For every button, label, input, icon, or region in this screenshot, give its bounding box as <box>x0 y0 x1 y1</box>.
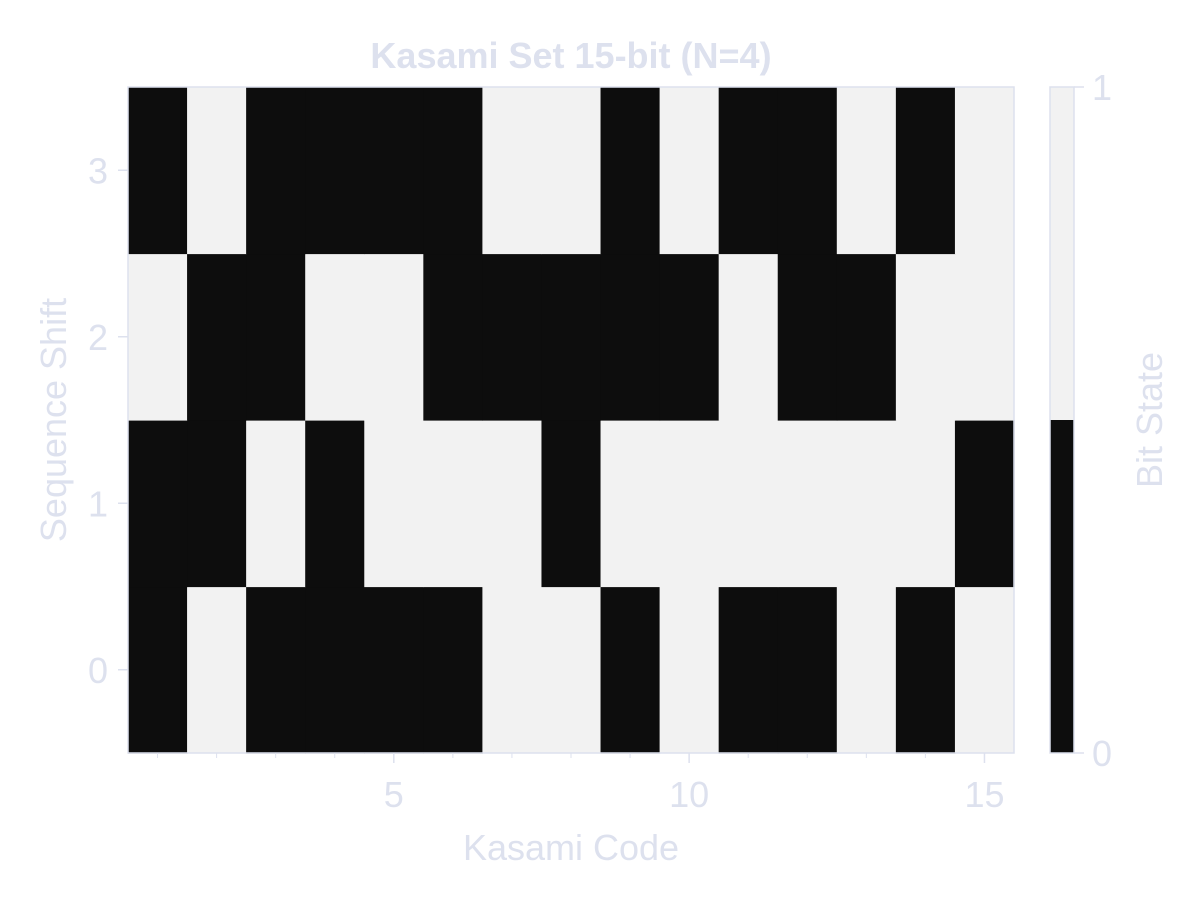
heatmap-cell-9-3 <box>600 87 661 255</box>
heatmap-cell-4-1 <box>305 420 365 588</box>
heatmap-cell-5-3 <box>364 87 424 255</box>
chart-title: Kasami Set 15-bit (N=4) <box>370 35 771 76</box>
y-tick-label: 1 <box>88 483 108 524</box>
heatmap-cell-4-2 <box>305 253 365 421</box>
heatmap-cell-11-1 <box>718 420 779 588</box>
heatmap-cell-7-3 <box>482 87 543 255</box>
colorbar-tick-label: 1 <box>1092 67 1112 108</box>
heatmap-cell-11-3 <box>718 87 779 255</box>
heatmap-cell-11-2 <box>718 253 779 421</box>
colorbar-tick-label: 0 <box>1092 733 1112 774</box>
colorbar-label: Bit State <box>1129 352 1170 488</box>
heatmap-cell-10-1 <box>659 420 720 588</box>
heatmap-cell-10-3 <box>659 87 720 255</box>
heatmap-cell-6-0 <box>423 586 483 754</box>
heatmap-cell-14-0 <box>895 586 956 754</box>
heatmap-cell-5-0 <box>364 586 424 754</box>
heatmap-cell-3-1 <box>246 420 306 588</box>
heatmap-cell-7-2 <box>482 253 543 421</box>
heatmap-cell-15-3 <box>954 87 1015 255</box>
heatmap-cell-7-1 <box>482 420 543 588</box>
y-tick-label: 2 <box>88 317 108 358</box>
x-axis: 5 10 15 <box>157 753 1004 815</box>
heatmap-cell-5-2 <box>364 253 424 421</box>
y-axis-label: Sequence Shift <box>33 298 74 542</box>
y-axis: 0 1 2 3 <box>88 150 128 691</box>
heatmap-cell-10-0 <box>659 586 720 754</box>
heatmap-cell-1-1 <box>128 420 188 588</box>
heatmap-cell-12-3 <box>777 87 838 255</box>
heatmap-cell-2-1 <box>187 420 247 588</box>
heatmap-cell-6-3 <box>423 87 483 255</box>
heatmap-cell-15-2 <box>954 253 1015 421</box>
heatmap-cell-8-0 <box>541 586 602 754</box>
heatmap-cell-5-1 <box>364 420 424 588</box>
y-tick-label: 3 <box>88 150 108 191</box>
heatmap-cell-12-1 <box>777 420 838 588</box>
heatmap-cell-2-0 <box>187 586 247 754</box>
heatmap-cell-4-3 <box>305 87 365 255</box>
heatmap-cell-9-1 <box>600 420 661 588</box>
heatmap-cell-2-2 <box>187 253 247 421</box>
heatmap-cell-3-0 <box>246 586 306 754</box>
heatmap-cell-13-1 <box>836 420 897 588</box>
heatmap-cell-12-0 <box>777 586 838 754</box>
heatmap-cell-8-1 <box>541 420 602 588</box>
heatmap-cell-4-0 <box>305 586 365 754</box>
x-tick-label: 5 <box>384 774 404 815</box>
colorbar: 01 <box>1049 67 1112 774</box>
heatmap-cell-13-0 <box>836 586 897 754</box>
heatmap-cell-14-3 <box>895 87 956 255</box>
heatmap-cell-1-2 <box>128 253 188 421</box>
heatmap-cell-6-1 <box>423 420 483 588</box>
heatmap-cell-10-2 <box>659 253 720 421</box>
heatmap-cell-13-2 <box>836 253 897 421</box>
y-tick-label: 0 <box>88 650 108 691</box>
heatmap-cell-15-0 <box>954 586 1015 754</box>
heatmap-cell-1-0 <box>128 586 188 754</box>
heatmap-cell-2-3 <box>187 87 247 255</box>
heatmap-cell-9-0 <box>600 586 661 754</box>
heatmap-cells <box>128 87 1015 754</box>
heatmap-cell-7-0 <box>482 586 543 754</box>
colorbar-segment-one <box>1050 87 1074 420</box>
x-tick-label: 10 <box>669 774 709 815</box>
colorbar-segment-zero <box>1050 420 1074 753</box>
heatmap-cell-14-1 <box>895 420 956 588</box>
heatmap-cell-1-3 <box>128 87 188 255</box>
heatmap-cell-9-2 <box>600 253 661 421</box>
heatmap-cell-8-2 <box>541 253 602 421</box>
heatmap-cell-11-0 <box>718 586 779 754</box>
x-axis-label: Kasami Code <box>463 827 679 868</box>
heatmap-cell-15-1 <box>954 420 1015 588</box>
heatmap-cell-6-2 <box>423 253 483 421</box>
colorbar-frame <box>1049 86 1075 754</box>
heatmap-cell-3-2 <box>246 253 306 421</box>
heatmap-cell-12-2 <box>777 253 838 421</box>
x-tick-label: 15 <box>964 774 1004 815</box>
heatmap-cell-13-3 <box>836 87 897 255</box>
heatmap-cell-8-3 <box>541 87 602 255</box>
heatmap-cell-3-3 <box>246 87 306 255</box>
heatmap-cell-14-2 <box>895 253 956 421</box>
